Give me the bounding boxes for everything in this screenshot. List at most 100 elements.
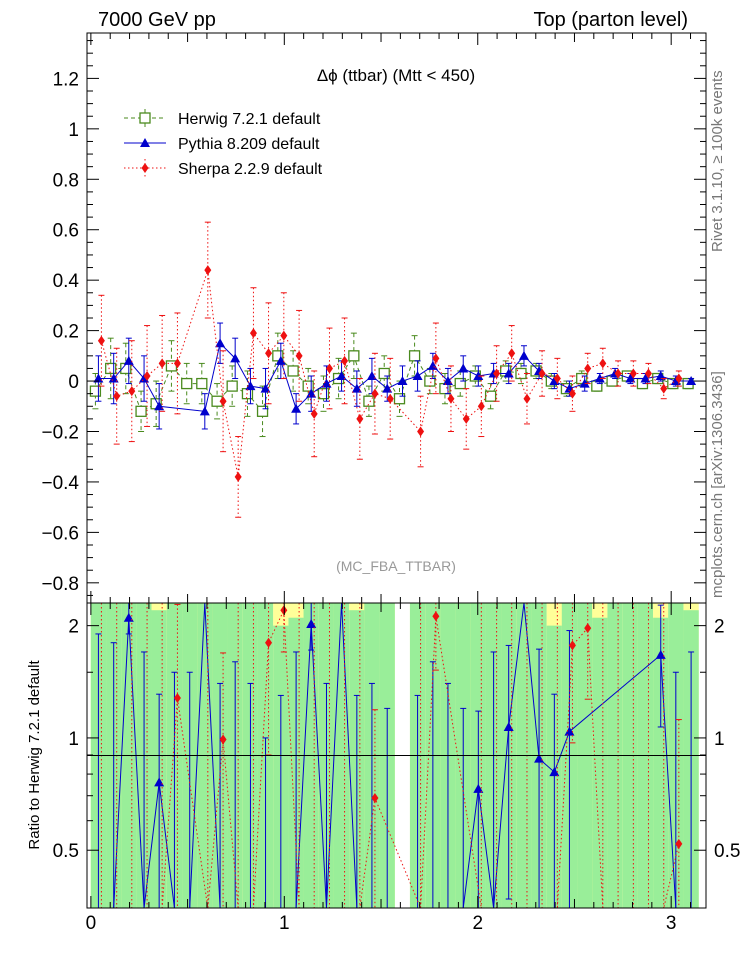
y-tick-label: −0.2 [41, 422, 79, 443]
main-series-marks [89, 221, 697, 518]
ratio-data-point [173, 692, 181, 703]
ratio-data-point [655, 649, 666, 659]
data-point [265, 348, 273, 359]
data-point [408, 350, 421, 362]
data-point [181, 377, 193, 390]
data-point [351, 383, 362, 393]
data-point [325, 363, 333, 374]
ratio-data-point [265, 637, 273, 648]
y-tick-label: 1 [68, 120, 79, 141]
ratio-series-line [101, 609, 680, 909]
data-point [173, 358, 181, 369]
data-point [686, 376, 697, 386]
data-point [245, 381, 256, 391]
ratio-band-green [592, 617, 608, 908]
ratio-data-point [371, 793, 379, 804]
x-tick-label: 1 [279, 913, 290, 934]
data-point [295, 350, 303, 361]
ratio-data-point [584, 623, 592, 634]
data-point [128, 386, 136, 397]
data-point [89, 385, 102, 397]
data-point [675, 373, 683, 384]
ratio-data-point [219, 734, 227, 745]
x-tick-label: 0 [86, 913, 97, 934]
chart-title: Δϕ (ttbar) (Mtt < 450) [317, 66, 475, 85]
data-point [508, 348, 516, 359]
data-point [310, 408, 318, 419]
data-point [158, 358, 166, 369]
ratio-band-green [653, 617, 669, 908]
data-point [215, 338, 226, 348]
data-point [484, 390, 497, 402]
data-point [462, 413, 470, 424]
series-line [94, 354, 689, 413]
data-point [113, 391, 121, 402]
data-point [518, 350, 529, 360]
ratio-data-point [549, 767, 560, 777]
data-point [291, 403, 302, 413]
data-point [553, 373, 561, 384]
y-tick-label: 0.4 [53, 271, 80, 292]
data-point [660, 383, 668, 394]
y-tick-label: 0.6 [53, 221, 79, 242]
ratio-tick-label-left: 0.5 [53, 841, 79, 862]
data-point [256, 405, 269, 417]
side-label-top: Rivet 3.1.10, ≥ 100k events [709, 70, 726, 252]
data-point [105, 362, 117, 375]
x-tick-label: 3 [666, 913, 677, 934]
data-point [356, 413, 364, 424]
data-point [493, 368, 501, 379]
data-point [336, 371, 347, 381]
data-point [393, 393, 406, 405]
header-left: 7000 GeV pp [98, 9, 216, 31]
data-point [432, 353, 440, 364]
data-point [397, 376, 408, 386]
data-point [599, 358, 607, 369]
data-point [135, 405, 147, 417]
ratio-tick-label-left: 2 [68, 617, 79, 638]
data-point [503, 368, 514, 378]
ratio-axes: 0 1 2 3 0.5 0.5 1 1 2 2 [53, 603, 740, 934]
analysis-label: (MC_FBA_TTBAR) [336, 558, 456, 574]
data-point [219, 396, 227, 407]
y-tick-label: −0.6 [41, 523, 79, 544]
data-point [417, 426, 425, 437]
data-point [143, 371, 151, 382]
ratio-panel: 0 1 2 3 0.5 0.5 1 1 2 2 Ratio to Herwig 7.2.1 def… [26, 602, 740, 934]
y-tick-label: 0.8 [53, 170, 79, 191]
header-right: Top (parton level) [533, 9, 688, 31]
data-point [287, 365, 299, 377]
data-point [230, 353, 241, 363]
data-point [568, 388, 576, 399]
y-tick-label: 0 [68, 372, 79, 393]
legend-label: Sherpa 2.2.9 default [178, 161, 323, 178]
ratio-data-point [564, 726, 575, 736]
y-tick-label: −0.4 [41, 473, 79, 494]
data-point [584, 363, 592, 374]
ratio-data-point [503, 721, 514, 731]
main-axes: −0.8 −0.6 −0.4 −0.2 0 0.2 0.4 0.6 0.8 1 1.2 [41, 33, 706, 604]
main-panel: −0.8 −0.6 −0.4 −0.2 0 0.2 0.4 0.6 0.8 1 1.2 Δϕ (tt… [41, 32, 707, 604]
data-point [341, 355, 349, 366]
data-point [199, 406, 210, 416]
data-point [275, 355, 286, 365]
data-point [477, 401, 485, 412]
ratio-tick-label-right: 2 [714, 617, 725, 638]
legend-marker [140, 138, 150, 147]
data-point [655, 371, 666, 381]
data-point [644, 368, 652, 379]
y-tick-label: 0.2 [53, 322, 79, 343]
data-point [249, 328, 257, 339]
y-tick-label: −0.8 [41, 574, 79, 595]
legend-marker [141, 163, 149, 173]
data-point [123, 355, 134, 365]
data-point [412, 371, 423, 381]
data-point [280, 330, 288, 341]
legend-label: Herwig 7.2.1 default [178, 111, 321, 128]
y-tick-label: 1.2 [53, 69, 79, 90]
ratio-tick-label-left: 1 [68, 729, 79, 750]
data-point [458, 363, 469, 373]
data-point [454, 377, 466, 390]
data-point [272, 350, 284, 362]
